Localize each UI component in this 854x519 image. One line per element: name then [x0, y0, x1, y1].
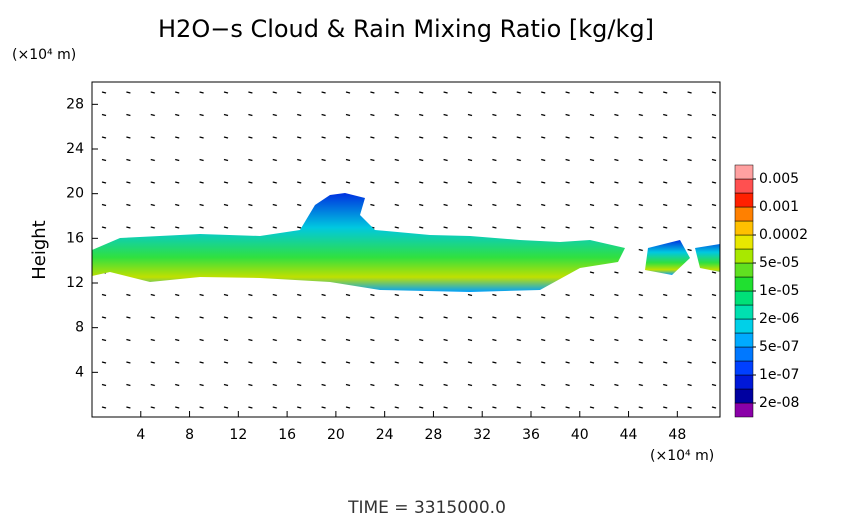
- colorbar-swatch: [734, 164, 754, 180]
- x-tick-label: 40: [571, 427, 589, 443]
- x-unit: (×10⁴ m): [650, 448, 714, 464]
- x-tick-label: 28: [425, 427, 443, 443]
- y-tick-label: 16: [66, 230, 84, 246]
- colorbar-label: 1e-05: [759, 283, 799, 299]
- colorbar-swatch: [734, 220, 754, 236]
- colorbar-label: 2e-08: [759, 395, 799, 411]
- colorbar-swatch: [734, 304, 754, 320]
- colorbar-swatch: [734, 248, 754, 264]
- x-tick-label: 4: [136, 427, 145, 443]
- colorbar-swatch: [734, 290, 754, 306]
- x-tick-label: 24: [376, 427, 394, 443]
- colorbar-swatch: [734, 192, 754, 208]
- y-tick-label: 24: [66, 141, 84, 157]
- colorbar-swatch: [734, 402, 754, 418]
- x-tick-label: 12: [229, 427, 247, 443]
- colorbar-swatch: [734, 346, 754, 362]
- colorbar-label: 0.0002: [759, 227, 808, 243]
- colorbar-swatch: [734, 318, 754, 334]
- y-tick-label: 12: [66, 275, 84, 291]
- colorbar-swatch: [734, 262, 754, 278]
- colorbar-swatch: [734, 374, 754, 390]
- cloud-field: [645, 240, 720, 275]
- y-axis-label: Height: [29, 220, 50, 280]
- x-tick-label: 20: [327, 427, 345, 443]
- colorbar-swatch: [734, 178, 754, 194]
- x-tick-label: 36: [522, 427, 540, 443]
- time-label: TIME = 3315000.0: [347, 498, 506, 518]
- y-tick-label: 8: [75, 320, 84, 336]
- x-tick-label: 44: [620, 427, 638, 443]
- colorbar-swatch: [734, 360, 754, 376]
- colorbar-swatch: [734, 206, 754, 222]
- colorbar-label: 0.001: [759, 199, 799, 215]
- y-tick-label: 20: [66, 186, 84, 202]
- colorbar-swatch: [734, 388, 754, 404]
- cloud-field: [92, 193, 625, 292]
- x-tick-label: 48: [668, 427, 686, 443]
- colorbar-label: 0.005: [759, 171, 799, 187]
- colorbar-label: 2e-06: [759, 311, 799, 327]
- x-tick-label: 8: [185, 427, 194, 443]
- y-tick-label: 4: [75, 364, 84, 380]
- plot-frame: [91, 81, 721, 418]
- colorbar-label: 1e-07: [759, 367, 799, 383]
- x-tick-label: 32: [473, 427, 491, 443]
- x-tick-label: 16: [278, 427, 296, 443]
- colorbar-swatch: [734, 276, 754, 292]
- y-tick-label: 28: [66, 96, 84, 112]
- y-unit: (×10⁴ m): [12, 47, 76, 63]
- colorbar-label: 5e-07: [759, 339, 799, 355]
- colorbar-label: 5e-05: [759, 255, 799, 271]
- chart-title: H2O−s Cloud & Rain Mixing Ratio [kg/kg]: [158, 15, 654, 43]
- colorbar-swatch: [734, 332, 754, 348]
- colorbar-swatch: [734, 234, 754, 250]
